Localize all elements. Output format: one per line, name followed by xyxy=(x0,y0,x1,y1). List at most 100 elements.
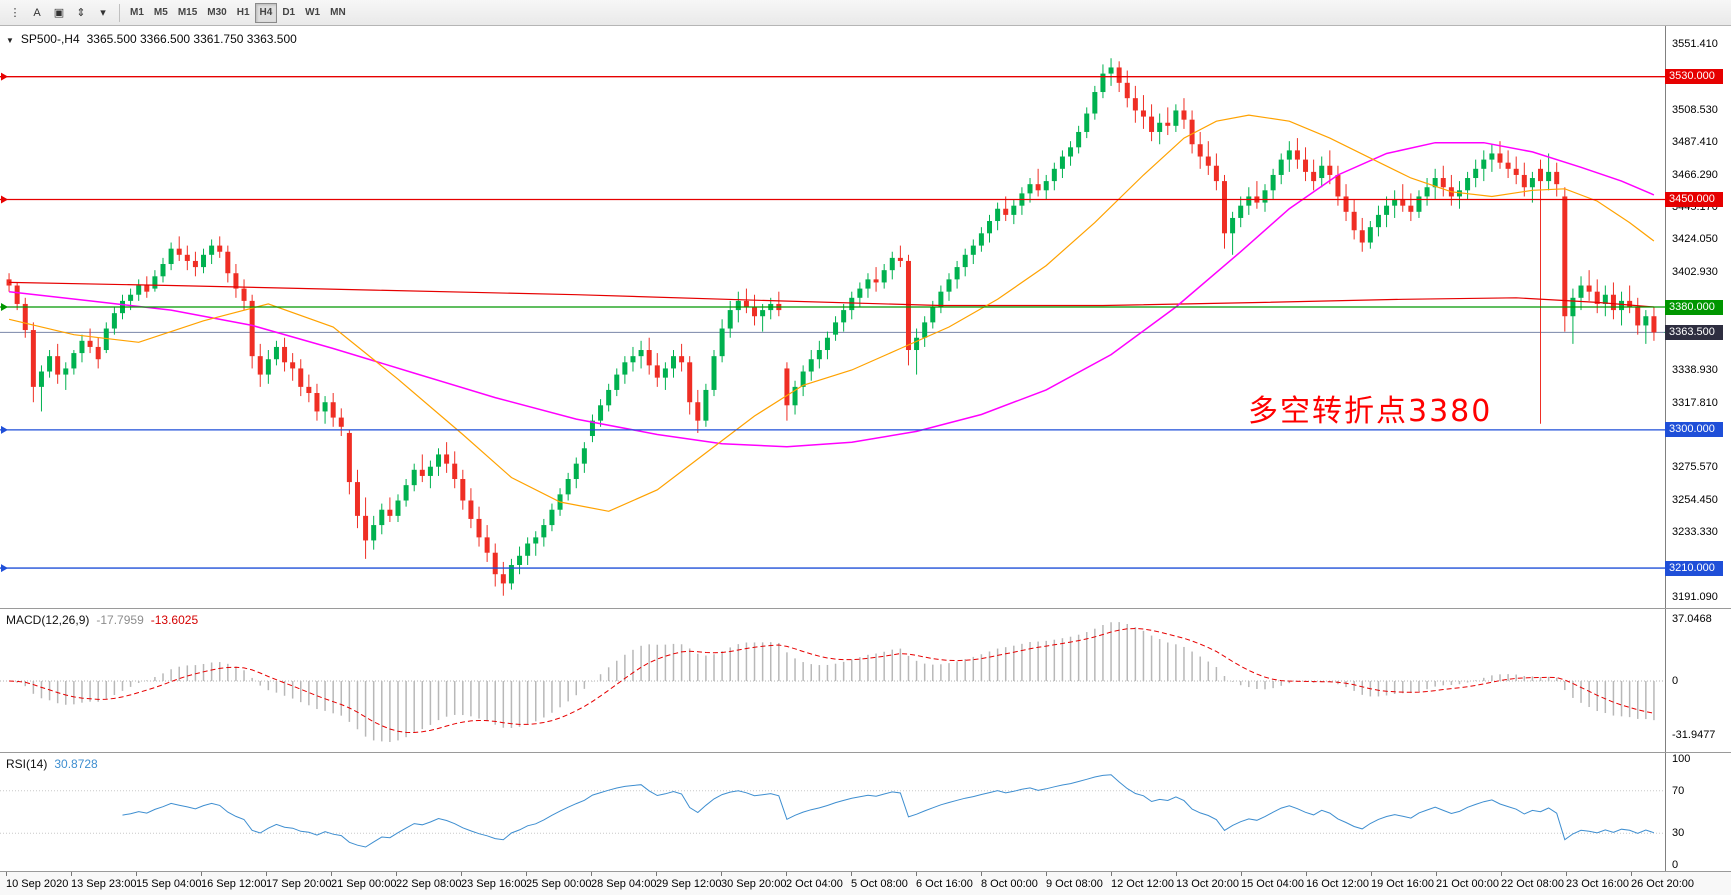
time-axis-tick xyxy=(1306,872,1307,876)
candle xyxy=(1149,116,1155,132)
candle xyxy=(290,362,296,369)
candle xyxy=(1578,285,1584,298)
macd-panel: MACD(12,26,9) -17.7959 -13.6025 37.0468 0… xyxy=(0,608,1731,752)
tab-timeframe-m15[interactable]: M15 xyxy=(177,7,198,18)
candle xyxy=(257,356,263,375)
tab-timeframe-m30[interactable]: M30 xyxy=(207,7,227,18)
price-tag-3530.000: 3530.000 xyxy=(1665,69,1723,85)
candle xyxy=(55,356,61,375)
candle xyxy=(1481,159,1487,169)
candle xyxy=(1521,174,1527,188)
candle xyxy=(1619,300,1625,311)
candle xyxy=(363,515,369,541)
candle xyxy=(371,525,377,541)
candle xyxy=(1335,174,1341,197)
candle xyxy=(1092,92,1098,114)
chart-window-icon[interactable]: ▣ xyxy=(53,7,65,19)
time-axis-label: 6 Oct 16:00 xyxy=(916,878,973,890)
candle xyxy=(265,359,271,375)
time-axis-tick xyxy=(786,872,787,876)
time-axis-tick xyxy=(1241,872,1242,876)
price-axis-label: 3487.410 xyxy=(1672,136,1718,149)
tab-timeframe-h4[interactable]: H4 xyxy=(254,2,278,23)
tab-timeframe-d1[interactable]: D1 xyxy=(282,7,296,18)
candle xyxy=(1367,227,1373,243)
hline-edge-marker xyxy=(1,303,8,312)
macd-canvas[interactable] xyxy=(0,609,1731,752)
candle xyxy=(1375,214,1381,228)
time-axis-tick xyxy=(981,872,982,876)
time-axis-tick xyxy=(721,872,722,876)
toolbar-grip-icon[interactable]: ⋮ xyxy=(9,7,21,19)
candle xyxy=(841,310,847,323)
tab-timeframe-mn[interactable]: MN xyxy=(330,7,346,18)
symbol-timeframe-label: SP500-,H4 xyxy=(20,32,80,46)
candle xyxy=(1221,181,1227,234)
hline-edge-marker xyxy=(1,425,8,434)
candle xyxy=(436,454,442,467)
time-axis-label: 16 Sep 12:00 xyxy=(201,878,267,890)
candle xyxy=(201,254,207,268)
price-tag-3210.000: 3210.000 xyxy=(1665,560,1723,576)
time-axis-tick xyxy=(1631,872,1632,876)
candle xyxy=(1392,199,1398,206)
price-axis-label: 3508.530 xyxy=(1672,103,1718,116)
candle xyxy=(444,454,450,464)
hline-edge-marker xyxy=(1,195,8,204)
candle xyxy=(249,300,255,357)
candle xyxy=(1278,159,1284,175)
candle xyxy=(322,402,328,412)
rsi-canvas[interactable] xyxy=(0,753,1731,871)
candle xyxy=(614,374,620,390)
candle xyxy=(735,300,741,311)
candle xyxy=(6,279,12,286)
cursor-tool-icon[interactable]: A xyxy=(33,6,41,19)
candle xyxy=(849,297,855,311)
candle xyxy=(22,303,28,331)
candle xyxy=(889,257,895,271)
time-axis-label: 25 Sep 00:00 xyxy=(526,878,592,890)
candle xyxy=(1643,316,1649,326)
candle xyxy=(630,356,636,363)
candle xyxy=(1529,178,1535,188)
candle xyxy=(379,509,385,526)
candle xyxy=(144,285,150,292)
time-axis[interactable]: 10 Sep 2020 13 Sep 23:00 15 Sep 04:00 16 Se… xyxy=(0,871,1731,895)
candle xyxy=(1051,168,1057,182)
timeframe-buttons: M1 M5 M15 M30 H1 H4 D1 W1 MN xyxy=(125,2,351,23)
price-axis-label: 3317.810 xyxy=(1672,396,1718,409)
hline-edge-marker xyxy=(1,564,8,573)
time-axis-tick xyxy=(266,872,267,876)
price-scale-icon[interactable]: ⇕ xyxy=(76,7,86,19)
time-axis-label: 2 Oct 04:00 xyxy=(786,878,843,890)
candle xyxy=(1327,165,1333,175)
main-chart-canvas[interactable] xyxy=(0,26,1731,608)
quote-expand-icon[interactable]: ▼ xyxy=(6,36,14,45)
macd-main-value: -17.7959 xyxy=(96,613,144,627)
candle xyxy=(1173,110,1179,126)
time-axis-label: 28 Sep 04:00 xyxy=(591,878,657,890)
candle xyxy=(1651,316,1657,333)
candle xyxy=(752,307,758,317)
candle xyxy=(160,264,166,277)
tab-timeframe-m1[interactable]: M1 xyxy=(130,7,144,18)
time-axis-tick xyxy=(136,872,137,876)
dropdown-caret-icon[interactable]: ▾ xyxy=(100,7,106,19)
tab-timeframe-m5[interactable]: M5 xyxy=(153,7,168,18)
tab-timeframe-h1[interactable]: H1 xyxy=(236,7,250,18)
candle xyxy=(1384,205,1390,215)
candle xyxy=(184,254,190,261)
time-axis-tick xyxy=(461,872,462,876)
candle xyxy=(1416,196,1422,212)
macd-signal-value: -13.6025 xyxy=(150,613,199,627)
time-axis-label: 29 Sep 12:00 xyxy=(656,878,722,890)
tab-timeframe-w1[interactable]: W1 xyxy=(305,7,321,18)
candle xyxy=(1294,150,1300,160)
candle xyxy=(1303,159,1309,172)
candle xyxy=(1027,184,1033,194)
macd-axis-label: 37.0468 xyxy=(1672,613,1712,625)
time-axis-tick xyxy=(1176,872,1177,876)
time-axis-label: 22 Oct 08:00 xyxy=(1501,878,1564,890)
time-axis-tick xyxy=(6,872,7,876)
candle xyxy=(387,509,393,516)
